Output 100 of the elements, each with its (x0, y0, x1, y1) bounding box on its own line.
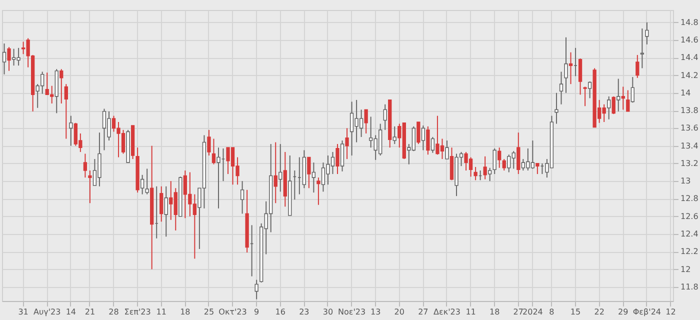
y-tick-label: 13 (680, 176, 691, 186)
candlestick (645, 22, 649, 45)
candlestick (140, 174, 144, 195)
x-tick-label: Οκτ'23 (218, 308, 247, 316)
candlestick (7, 46, 11, 72)
candlestick (483, 156, 487, 180)
candlestick (207, 129, 211, 156)
x-tick-label: 20 (394, 308, 404, 316)
candlestick (554, 92, 558, 124)
candlestick (312, 162, 316, 194)
candlestick (583, 86, 587, 107)
x-tick-label: 25 (204, 308, 214, 316)
y-tick-label: 14.8 (680, 18, 698, 27)
candlestick (340, 140, 344, 172)
candlestick (345, 128, 349, 160)
x-tick-label: 8 (549, 308, 554, 316)
candlestick (621, 86, 625, 110)
candlestick (426, 126, 430, 156)
candlestick (445, 140, 449, 160)
x-tick-label: Αυγ'23 (33, 308, 61, 316)
y-tick-label: 13.6 (680, 124, 698, 133)
candlestick (64, 84, 68, 140)
candlestick (488, 167, 492, 182)
candlestick (60, 68, 64, 104)
x-tick-label: Νοε'23 (338, 308, 366, 316)
x-tick-label: 9 (254, 308, 260, 316)
candlestick (630, 76, 634, 104)
x-tick-label: 11 (156, 308, 166, 316)
candlestick (588, 80, 592, 99)
x-tick-label: Σεπ'23 (124, 308, 151, 316)
candlestick (274, 142, 278, 204)
y-tick-label: 12.4 (680, 229, 698, 238)
candlestick (616, 78, 620, 112)
x-tick-label: 27 (418, 308, 428, 316)
candlestick (254, 279, 258, 300)
candlestick (416, 121, 420, 145)
candlestick (145, 168, 149, 195)
candlestick (636, 54, 640, 78)
candlestick (364, 109, 368, 134)
candlestick (336, 144, 340, 175)
x-tick-label: 18 (490, 308, 500, 316)
x-tick-label: 14 (66, 308, 76, 316)
x-tick-label: 23 (299, 308, 310, 316)
candlestick (316, 177, 320, 206)
candlestick (559, 71, 564, 105)
x-tick-label: 11 (466, 308, 476, 316)
candlestick (88, 170, 92, 204)
y-tick-label: 13.4 (680, 141, 698, 150)
y-tick-label: 13.2 (680, 158, 698, 168)
x-tick-label: 29 (618, 308, 628, 316)
x-tick-label: 12 (666, 308, 676, 316)
y-tick-label: 13.8 (680, 106, 698, 116)
y-tick-label: 14 (680, 88, 691, 98)
x-tick-label: Δεκ'23 (434, 308, 460, 316)
candlestick (626, 90, 630, 112)
candlestick (392, 126, 396, 145)
x-tick-label: 27 (513, 308, 524, 316)
candlestick (164, 186, 168, 238)
x-tick-label: 30 (322, 308, 334, 316)
candlestick (240, 180, 244, 214)
candlestick (2, 43, 6, 75)
candlestick (502, 158, 506, 171)
candlestick (278, 144, 282, 192)
candlestick (536, 162, 540, 175)
y-tick-label: 14.4 (680, 53, 698, 62)
y-tick-label: 12.2 (680, 247, 698, 256)
x-tick-label: 2024 (522, 308, 543, 316)
candlestick (612, 96, 616, 115)
x-tick-label: Φεβ'24 (632, 308, 661, 316)
x-tick-label: 15 (570, 308, 581, 316)
x-tick-label: 16 (275, 308, 286, 316)
x-tick-label: 13 (370, 308, 381, 316)
candlestick (307, 156, 311, 189)
candlestick (607, 96, 611, 120)
candlestick (430, 136, 435, 154)
x-tick-label: 28 (108, 308, 119, 316)
y-tick-label: 11.8 (680, 282, 698, 292)
candlestick (216, 147, 220, 209)
candlestick (421, 125, 426, 151)
candlestick (83, 153, 88, 178)
candlestick (474, 166, 478, 181)
candlestick (568, 52, 573, 85)
candlestick (498, 147, 502, 168)
candlestick (450, 147, 454, 181)
candlestick (212, 138, 216, 165)
y-tick-label: 12 (680, 264, 691, 274)
candlestick (492, 148, 496, 175)
candlestick (564, 36, 568, 94)
candlestick (516, 132, 520, 175)
y-tick-label: 14.6 (680, 35, 698, 44)
y-tick-label: 12.8 (680, 194, 698, 204)
x-tick-label: 18 (180, 308, 190, 316)
candlestick (578, 58, 582, 96)
candlestick (640, 28, 644, 69)
y-tick-label: 12.6 (680, 212, 698, 221)
candlestick (383, 104, 387, 130)
x-tick-label: 31 (18, 308, 28, 316)
x-tick-label: 22 (594, 308, 604, 316)
x-tick-label: 21 (84, 308, 96, 316)
candlestick (160, 186, 164, 222)
